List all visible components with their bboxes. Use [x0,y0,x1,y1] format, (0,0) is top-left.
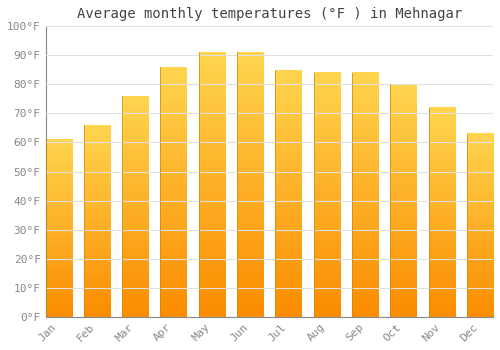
Title: Average monthly temperatures (°F ) in Mehnagar: Average monthly temperatures (°F ) in Me… [76,7,462,21]
